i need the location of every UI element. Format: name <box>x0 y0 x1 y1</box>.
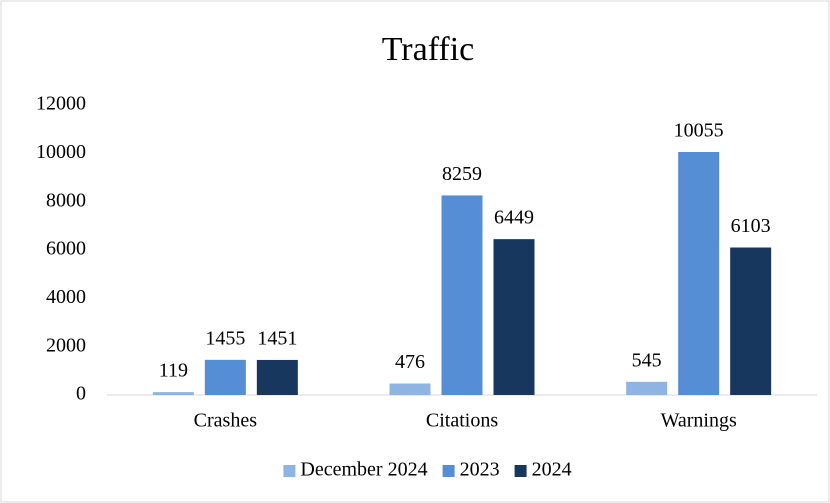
legend-label: 2024 <box>532 459 572 481</box>
bar <box>626 381 668 395</box>
y-tick-label: 8000 <box>46 189 86 211</box>
bar <box>678 152 720 395</box>
bar <box>730 247 772 395</box>
bar <box>389 383 431 395</box>
data-label: 1451 <box>257 328 297 350</box>
bar <box>493 239 535 395</box>
y-tick-label: 6000 <box>46 238 86 260</box>
y-tick-label: 2000 <box>46 334 86 356</box>
y-tick-label: 12000 <box>36 93 86 115</box>
data-label: 10055 <box>674 120 724 142</box>
bar <box>441 195 483 395</box>
data-label: 119 <box>159 360 188 382</box>
chart-title: Traffic <box>382 31 475 68</box>
data-label: 476 <box>395 351 425 373</box>
bar <box>152 392 194 395</box>
legend-swatch <box>442 465 455 477</box>
y-tick-label: 0 <box>76 383 86 405</box>
x-tick-label: Warnings <box>661 410 737 432</box>
x-tick-label: Citations <box>426 410 498 432</box>
legend-label: 2023 <box>460 459 500 481</box>
x-tick-label: Crashes <box>194 410 258 432</box>
data-label: 6449 <box>494 207 534 229</box>
data-label: 8259 <box>442 163 482 185</box>
bar <box>256 359 298 395</box>
data-label: 545 <box>632 349 662 371</box>
legend-swatch <box>514 465 527 477</box>
y-tick-label: 4000 <box>46 286 86 308</box>
data-label: 1455 <box>205 327 245 349</box>
data-label: 6103 <box>731 215 771 237</box>
legend-swatch <box>283 465 296 477</box>
y-tick-label: 10000 <box>36 141 86 163</box>
legend-label: December 2024 <box>300 459 427 481</box>
bar <box>204 359 246 395</box>
